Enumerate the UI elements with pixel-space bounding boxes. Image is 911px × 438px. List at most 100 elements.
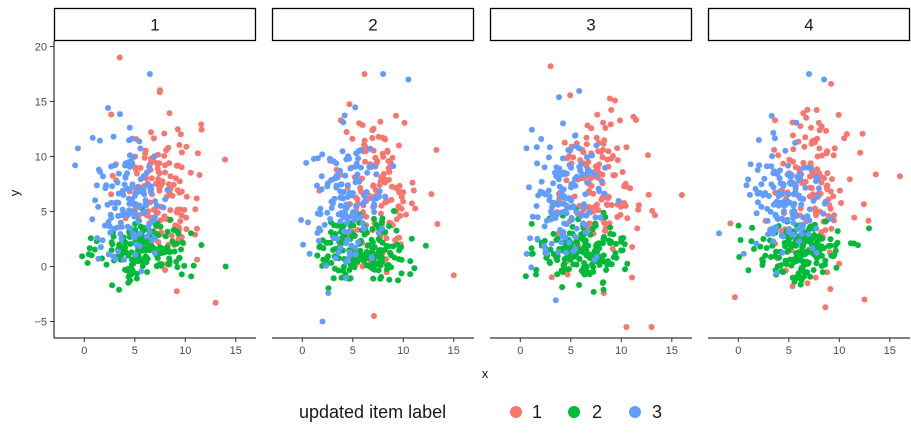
data-point: [602, 125, 609, 131]
data-point: [129, 200, 136, 207]
facet-strip-label: 1: [150, 16, 159, 35]
data-point: [528, 264, 535, 271]
data-point: [314, 229, 321, 236]
data-point: [533, 203, 540, 209]
data-point: [792, 139, 799, 146]
data-point: [835, 111, 842, 118]
data-point: [599, 154, 606, 161]
data-point: [91, 246, 98, 253]
data-point: [397, 212, 404, 219]
data-point: [798, 274, 805, 281]
data-point: [601, 219, 608, 226]
data-point: [792, 213, 799, 219]
data-point: [813, 260, 820, 267]
data-point: [368, 236, 375, 243]
data-point: [198, 121, 205, 128]
data-point: [522, 273, 529, 280]
data-point: [144, 169, 151, 176]
data-point: [556, 165, 563, 172]
data-point: [195, 150, 201, 157]
data-point: [157, 87, 163, 94]
data-point: [600, 119, 607, 126]
data-point: [805, 231, 812, 238]
data-point: [346, 228, 353, 234]
data-point: [358, 146, 365, 153]
data-point: [97, 168, 103, 175]
data-point: [621, 183, 628, 190]
data-point: [151, 250, 158, 256]
data-point: [319, 318, 326, 325]
data-point: [325, 290, 332, 296]
data-point: [756, 162, 763, 169]
data-point: [560, 120, 566, 127]
data-point: [411, 265, 418, 272]
data-point: [771, 135, 778, 142]
data-point: [136, 230, 143, 237]
data-point: [556, 193, 563, 200]
data-point: [108, 247, 115, 254]
data-point: [354, 258, 361, 264]
x-tick-label: 5: [568, 345, 574, 357]
legend-label-2: 2: [592, 402, 602, 422]
legend-item-2: 2: [568, 402, 602, 422]
data-point: [570, 180, 576, 187]
data-point: [358, 213, 365, 220]
data-point: [790, 158, 796, 165]
data-point: [815, 185, 822, 192]
data-point: [814, 192, 821, 199]
data-point: [371, 244, 378, 251]
data-point: [337, 194, 344, 201]
data-point: [804, 106, 811, 113]
facet-strip-label: 3: [586, 16, 595, 35]
data-point: [803, 258, 810, 265]
data-point: [93, 182, 100, 189]
data-point: [789, 283, 796, 290]
data-point: [570, 203, 577, 210]
data-point: [781, 217, 788, 224]
data-point: [398, 205, 405, 212]
data-point: [743, 182, 750, 189]
data-point: [178, 271, 185, 278]
y-tick-label: −5: [34, 317, 47, 329]
data-point: [824, 170, 831, 177]
data-point: [132, 251, 139, 258]
data-point: [808, 140, 815, 147]
data-point: [375, 230, 382, 236]
data-point: [164, 187, 171, 193]
data-point: [576, 255, 583, 262]
data-point: [109, 183, 116, 190]
data-point: [778, 232, 785, 239]
data-point: [198, 126, 205, 133]
data-point: [343, 219, 350, 226]
data-point: [113, 199, 120, 206]
data-point: [846, 176, 853, 183]
data-point: [194, 225, 200, 232]
data-point: [129, 267, 136, 274]
data-point: [341, 112, 348, 119]
data-point: [763, 163, 770, 170]
data-point: [122, 173, 129, 180]
data-point: [577, 213, 584, 220]
data-point: [109, 282, 116, 289]
data-point: [360, 200, 366, 207]
data-point: [572, 143, 579, 149]
data-point: [603, 201, 610, 208]
data-point: [137, 223, 144, 230]
data-point: [376, 237, 383, 244]
data-point: [772, 226, 779, 233]
data-point: [617, 211, 624, 218]
data-point: [353, 160, 360, 167]
data-point: [176, 142, 183, 148]
data-point: [584, 122, 591, 129]
data-point: [181, 206, 188, 213]
data-point: [176, 255, 183, 261]
data-point: [161, 130, 168, 137]
data-point: [778, 268, 785, 275]
data-point: [568, 216, 575, 223]
data-point: [573, 225, 580, 232]
data-point: [330, 200, 336, 207]
data-point: [330, 275, 337, 282]
data-point: [314, 182, 320, 189]
data-point: [408, 200, 415, 207]
data-point: [357, 164, 364, 171]
